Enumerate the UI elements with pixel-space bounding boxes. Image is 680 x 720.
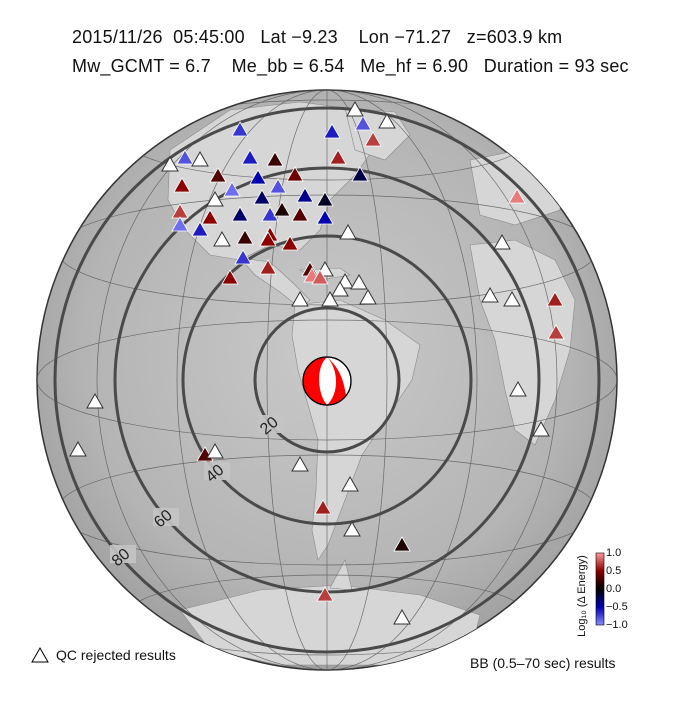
qc-rejected-station bbox=[359, 288, 377, 305]
qc-rejected-station bbox=[343, 520, 361, 537]
station-marker bbox=[323, 123, 341, 139]
qc-rejected-station bbox=[350, 273, 368, 290]
station-marker bbox=[221, 269, 239, 285]
qc-rejected-station bbox=[206, 442, 224, 459]
qc-rejected-station bbox=[291, 455, 309, 472]
qc-legend-label: QC rejected results bbox=[56, 647, 176, 663]
bb-legend-label: BB (0.5–70 sec) results bbox=[470, 655, 616, 671]
qc-rejected-station bbox=[213, 230, 231, 247]
cb-tick: 0.0 bbox=[606, 583, 622, 595]
event-header-line-1: 2015/11/26 05:45:00 Lat −9.23 Lon −71.27… bbox=[72, 27, 563, 47]
qc-rejected-station bbox=[509, 380, 527, 397]
colorbar bbox=[595, 552, 605, 626]
station-marker bbox=[209, 167, 227, 183]
station-marker bbox=[273, 201, 291, 217]
distance-ring-20 bbox=[253, 306, 401, 454]
colorbar-ticks: 1.0 0.5 0.0 −0.5 −1.0 bbox=[606, 544, 646, 634]
station-marker bbox=[314, 499, 332, 515]
qc-rejected-station bbox=[503, 290, 521, 307]
station-marker bbox=[259, 259, 277, 275]
station-marker bbox=[316, 209, 334, 225]
station-marker bbox=[191, 221, 209, 237]
qc-rejected-station bbox=[291, 290, 309, 307]
qc-rejected-station bbox=[191, 150, 209, 167]
cb-tick: −1.0 bbox=[606, 619, 628, 631]
station-marker bbox=[236, 229, 254, 245]
cb-tick: 0.5 bbox=[606, 565, 622, 577]
qc-rejected-station bbox=[393, 608, 411, 625]
station-markers bbox=[69, 100, 565, 625]
station-marker bbox=[231, 206, 249, 222]
station-marker bbox=[393, 536, 411, 552]
station-marker bbox=[547, 324, 565, 340]
station-marker bbox=[281, 235, 299, 251]
station-marker bbox=[329, 149, 347, 165]
station-marker bbox=[253, 189, 271, 205]
qc-rejected-station bbox=[481, 286, 499, 303]
qc-rejected-station bbox=[69, 440, 87, 457]
station-marker bbox=[269, 178, 287, 194]
qc-rejected-station bbox=[341, 475, 359, 492]
station-marker bbox=[266, 151, 284, 167]
station-marker bbox=[351, 166, 369, 182]
station-marker bbox=[316, 191, 334, 207]
qc-legend: QC rejected results bbox=[30, 647, 176, 663]
station-marker bbox=[259, 231, 277, 247]
focal-mechanism-beachball bbox=[302, 356, 352, 406]
qc-rejected-station bbox=[532, 420, 550, 437]
station-marker bbox=[508, 188, 526, 204]
qc-rejected-station bbox=[339, 223, 357, 240]
qc-rejected-station bbox=[346, 100, 364, 117]
station-marker bbox=[173, 177, 191, 193]
cb-tick: −0.5 bbox=[606, 601, 628, 613]
station-marker bbox=[286, 166, 304, 182]
distance-ring-80 bbox=[53, 106, 601, 654]
distance-ring-40 bbox=[181, 234, 473, 526]
station-marker bbox=[171, 216, 189, 232]
qc-rejected-station bbox=[321, 290, 339, 307]
distance-rings bbox=[53, 106, 601, 654]
station-marker bbox=[364, 131, 382, 147]
qc-rejected-station bbox=[206, 190, 224, 207]
station-marker bbox=[234, 249, 252, 265]
station-marker bbox=[296, 187, 314, 203]
station-marker bbox=[249, 169, 267, 185]
qc-rejected-station bbox=[161, 155, 179, 172]
station-marker bbox=[291, 206, 309, 222]
qc-rejected-station bbox=[86, 392, 104, 409]
station-marker bbox=[176, 149, 194, 165]
qc-legend-triangle bbox=[31, 646, 49, 663]
station-marker bbox=[316, 586, 334, 602]
station-marker bbox=[223, 181, 241, 197]
qc-rejected-station bbox=[378, 112, 396, 129]
station-marker bbox=[231, 121, 249, 137]
colorbar-title: Log₁₀ (Δ Energy) bbox=[576, 555, 588, 637]
qc-rejected-station bbox=[331, 280, 349, 297]
station-marker bbox=[261, 206, 279, 222]
station-marker bbox=[546, 291, 564, 307]
station-marker bbox=[201, 209, 219, 225]
station-marker bbox=[354, 115, 372, 131]
event-header-line-2: Mw_GCMT = 6.7 Me_bb = 6.54 Me_hf = 6.90 … bbox=[72, 56, 629, 76]
station-marker bbox=[311, 269, 329, 285]
qc-rejected-station bbox=[493, 233, 511, 250]
cb-tick: 1.0 bbox=[606, 547, 622, 559]
station-marker bbox=[241, 149, 259, 165]
